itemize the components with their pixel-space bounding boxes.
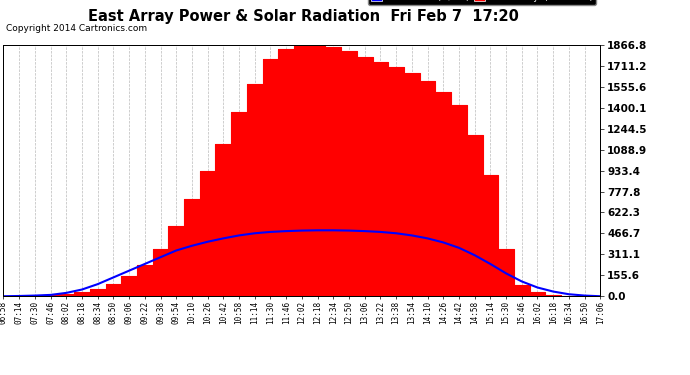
Text: Copyright 2014 Cartronics.com: Copyright 2014 Cartronics.com bbox=[6, 24, 147, 33]
Legend: Radiation  (w/m2), East Array  (DC Watts): Radiation (w/m2), East Array (DC Watts) bbox=[368, 0, 595, 5]
Text: East Array Power & Solar Radiation  Fri Feb 7  17:20: East Array Power & Solar Radiation Fri F… bbox=[88, 9, 519, 24]
